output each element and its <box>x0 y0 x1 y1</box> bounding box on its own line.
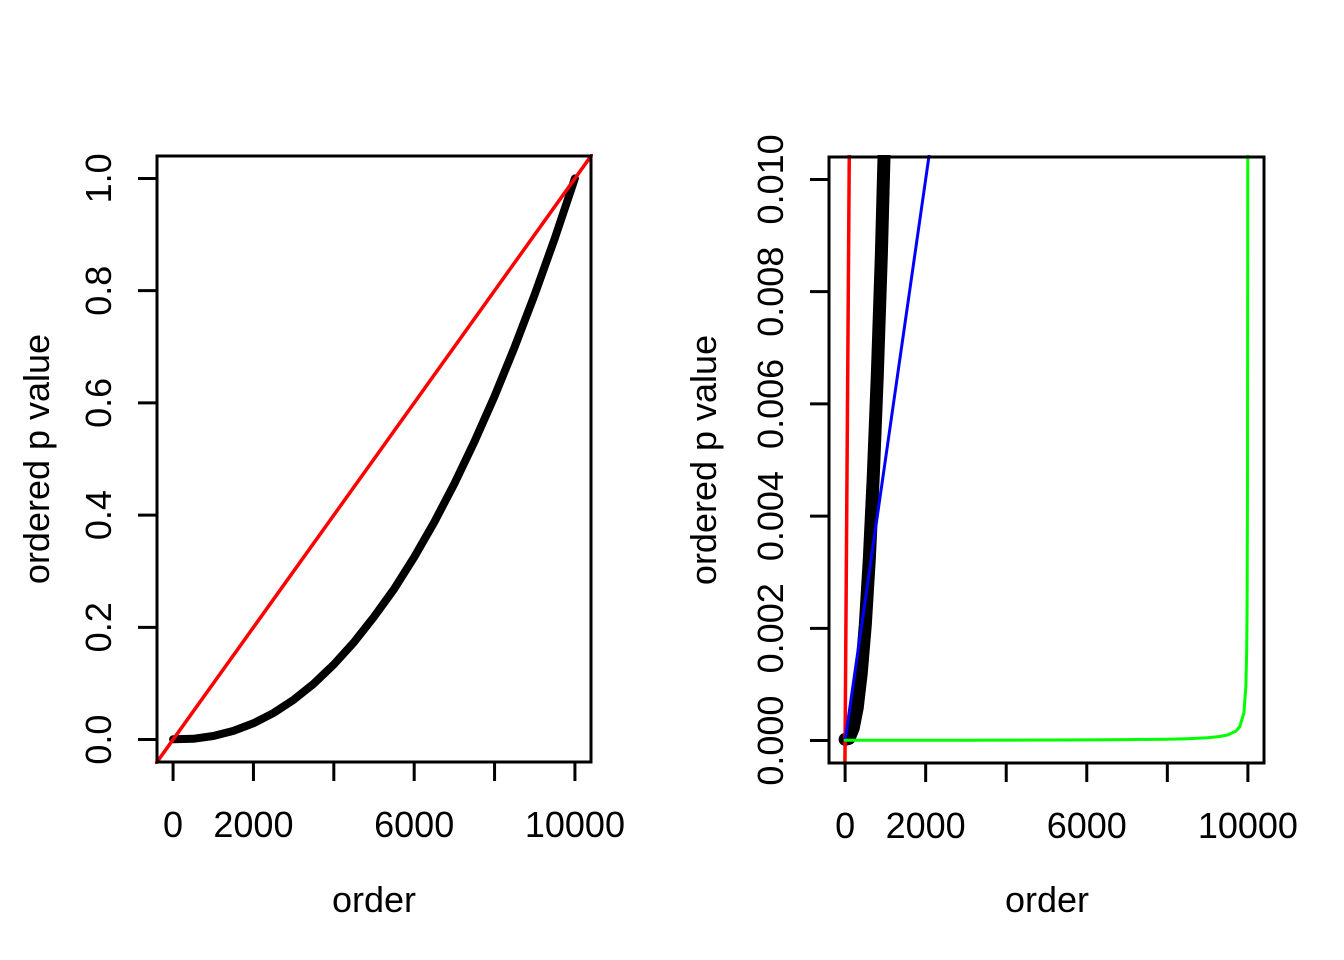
series-red-diagonal-line <box>843 155 852 765</box>
y-tick-label: 0.0 <box>78 715 119 765</box>
x-tick-label: 2000 <box>886 805 966 846</box>
series-green-curve <box>843 155 1250 742</box>
plot-right: 0 2000 6000 10000 0.000 0.002 0.004 0.006 0.008 0… <box>683 134 1298 920</box>
plot-box <box>827 155 1266 765</box>
series-blue-line <box>843 155 931 743</box>
y-tick-label: 1.0 <box>78 153 119 203</box>
y-tick-label: 0.004 <box>750 471 791 561</box>
y-tick-label: 0.8 <box>78 266 119 316</box>
y-tick-label: 0.008 <box>750 247 791 337</box>
plot-left-x-axis-title: order <box>332 879 416 920</box>
x-tick-label: 6000 <box>374 804 454 845</box>
series-black-ordered-p-curve <box>169 174 579 744</box>
y-tick-label: 0.2 <box>78 602 119 652</box>
y-tick-label: 0.006 <box>750 359 791 449</box>
series-red-diagonal-line <box>155 154 593 764</box>
y-tick-label: 0.000 <box>750 696 791 786</box>
plot-left: 0 2000 6000 10000 0.0 0.2 0.4 0.6 0.8 1.0 order o… <box>16 153 625 920</box>
plot-left-y-axis-title: ordered p value <box>16 334 57 584</box>
series-black-ordered-p-curve <box>838 155 891 746</box>
plot-right-y-axis-title: ordered p value <box>683 335 724 585</box>
y-tick-label: 0.010 <box>750 134 791 224</box>
x-tick-label: 10000 <box>525 804 625 845</box>
y-tick-label: 0.4 <box>78 490 119 540</box>
y-tick-label: 0.002 <box>750 583 791 673</box>
plot-right-x-axis-title: order <box>1005 879 1089 920</box>
x-tick-label: 0 <box>163 804 183 845</box>
x-tick-label: 2000 <box>213 804 293 845</box>
y-tick-label: 0.6 <box>78 378 119 428</box>
plot-box <box>155 154 593 764</box>
x-tick-label: 0 <box>835 805 855 846</box>
x-tick-label: 10000 <box>1198 805 1298 846</box>
x-tick-label: 6000 <box>1047 805 1127 846</box>
